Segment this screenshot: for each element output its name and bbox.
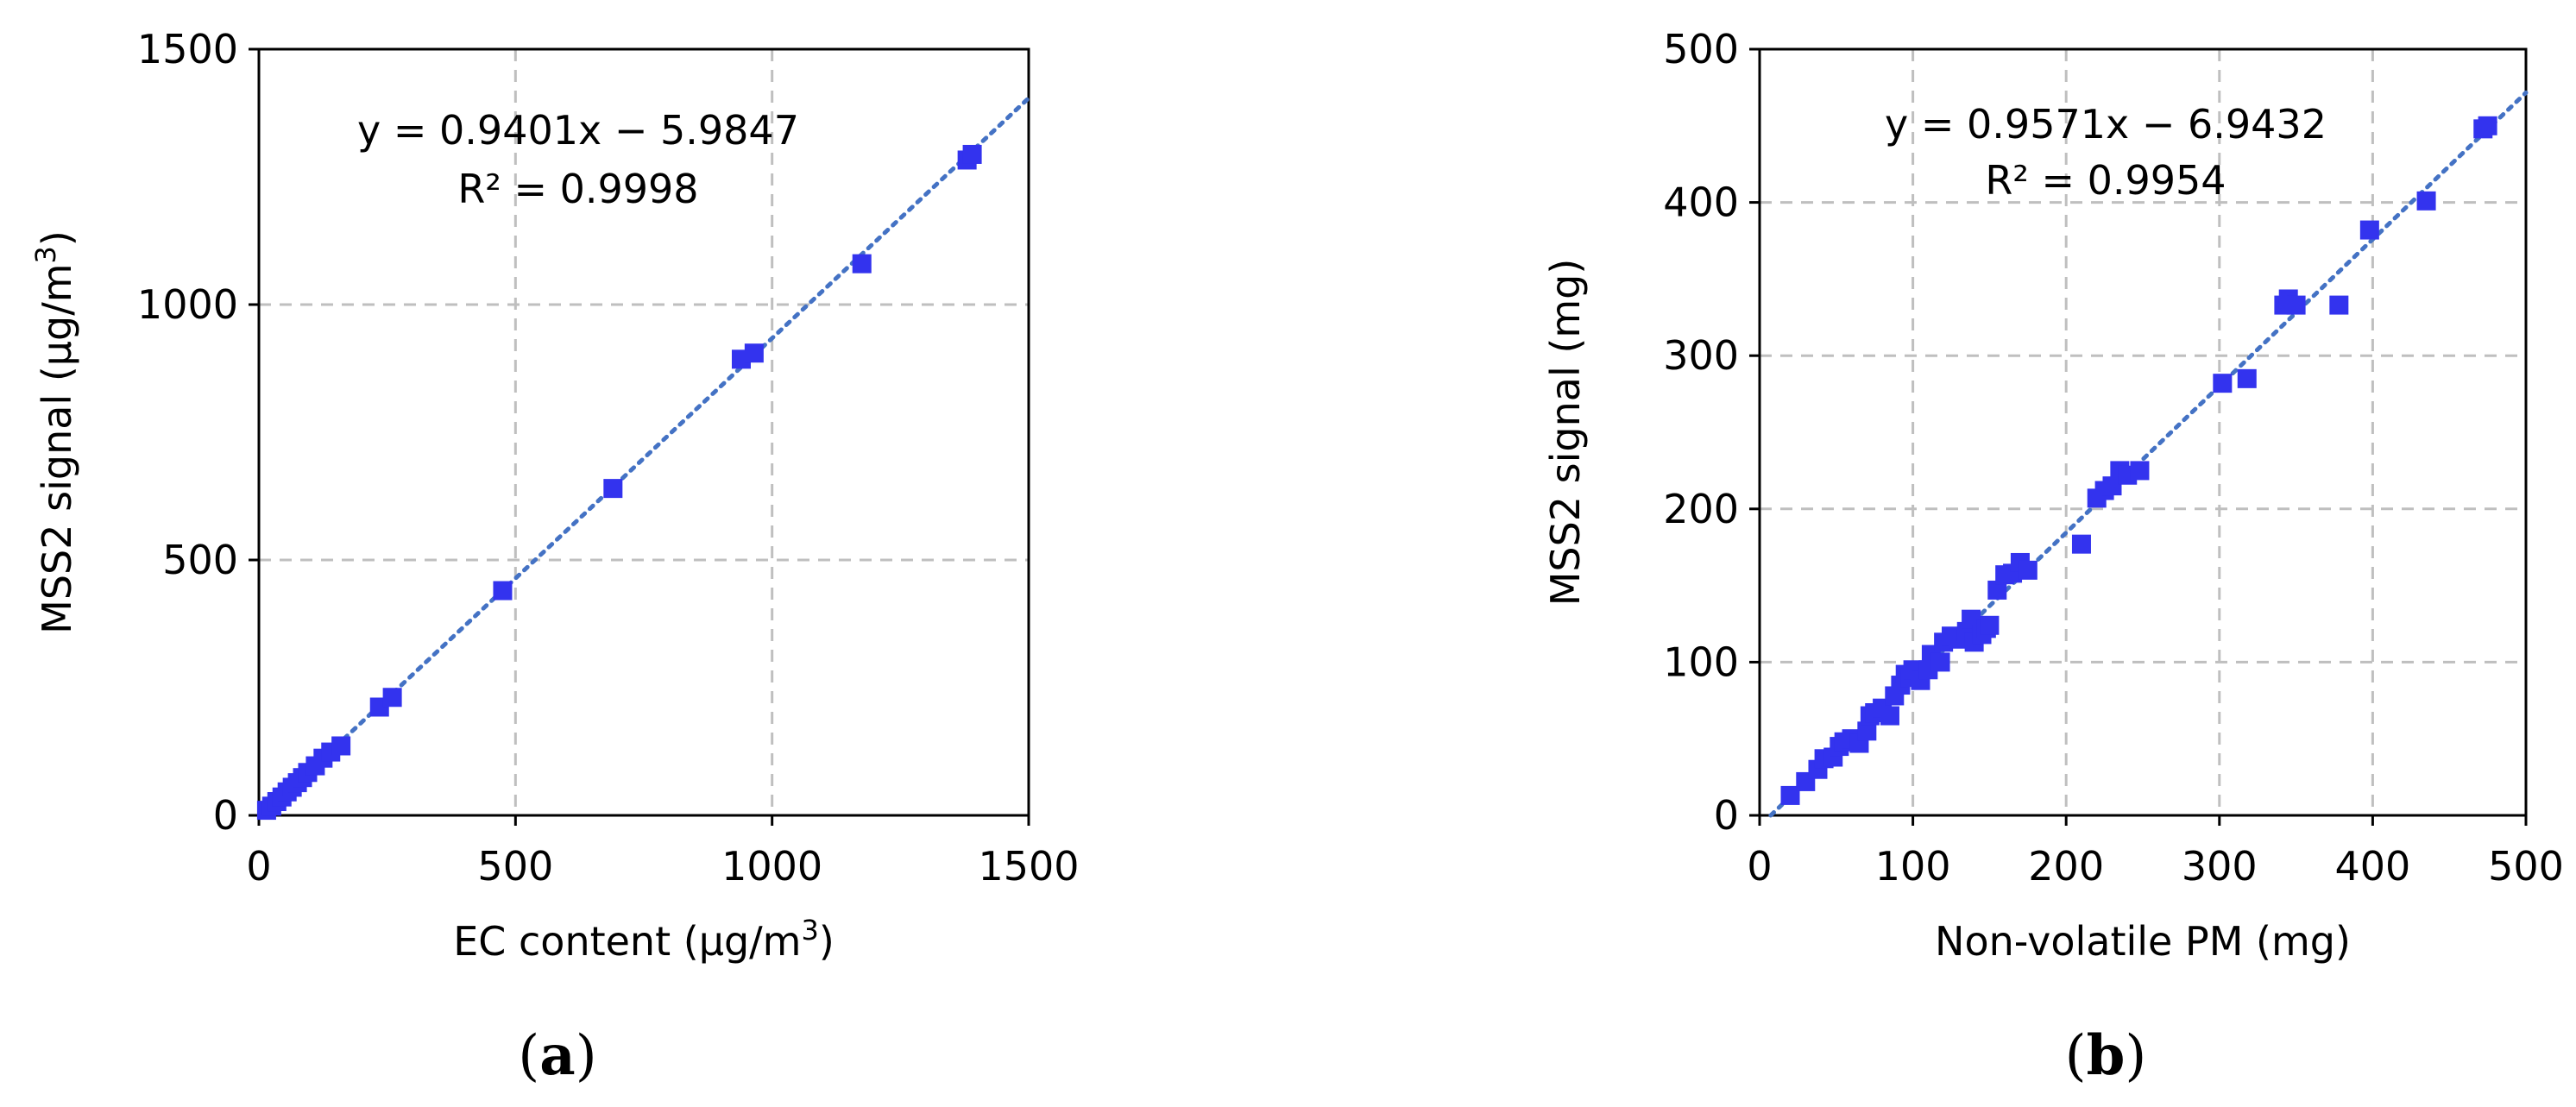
panel-label-close-paren: ) [576, 1024, 597, 1088]
data-point [1780, 785, 1800, 805]
data-points [1780, 116, 2497, 805]
y-tick-label: 0 [1714, 792, 1739, 839]
data-point [2286, 295, 2306, 315]
data-point [382, 688, 402, 708]
y-tick-label: 100 [1663, 638, 1739, 685]
y-tick-label: 300 [1663, 332, 1739, 379]
data-point [2130, 461, 2150, 481]
y-tick-label: 200 [1663, 486, 1739, 532]
y-axis-label-main: MSS2 signal (µg/m [34, 263, 80, 633]
data-point [1930, 652, 1950, 672]
data-point [962, 144, 982, 164]
panel-label-close-paren: ) [2125, 1024, 2146, 1088]
x-tick-label: 1000 [721, 843, 822, 890]
data-points [256, 144, 982, 821]
y-tick-label: 500 [1663, 26, 1739, 72]
panel-label-letter: a [539, 1023, 575, 1088]
y-tick-label: 400 [1663, 179, 1739, 226]
data-point [2478, 116, 2497, 135]
y-axis-label-main: MSS2 signal (mg) [1542, 259, 1589, 607]
x-tick-label: 0 [1747, 843, 1772, 890]
x-tick-label: 300 [2182, 843, 2258, 890]
x-tick-label: 400 [2334, 843, 2410, 890]
y-tick-label: 500 [162, 537, 238, 583]
data-point [2416, 191, 2436, 211]
data-point [1880, 706, 1899, 726]
data-point [2237, 368, 2257, 388]
y-tick-label: 1500 [137, 26, 238, 72]
x-tick-label: 500 [2488, 843, 2564, 890]
panel-label: (b) [2065, 1023, 2147, 1088]
y-axis-label-superscript: 3 [29, 246, 62, 263]
panel-label-open-paren: ( [518, 1024, 539, 1088]
x-tick-label: 0 [246, 843, 271, 890]
data-point [1857, 721, 1877, 741]
panel-label-letter: b [2087, 1023, 2126, 1088]
y-tick-label: 0 [213, 792, 238, 839]
y-tick-label: 1000 [137, 281, 238, 328]
data-point [2018, 560, 2037, 580]
data-point [331, 736, 351, 756]
trendline [260, 96, 1031, 818]
data-point [2213, 374, 2233, 393]
trendline-equation: y = 0.9571x − 6.9432 [1885, 101, 2327, 148]
data-point [1962, 609, 1981, 629]
y-axis-label: MSS2 signal (µg/m3) [29, 230, 80, 634]
x-axis-label: EC content (µg/m3) [453, 914, 835, 965]
x-axis-label-superscript: 3 [801, 914, 818, 947]
r-squared-label: R² = 0.9998 [457, 166, 698, 212]
chart-panel-b: 0 100 200 300 400 500 0 100 200 300 400 500 y = 0.95… [1542, 26, 2564, 1088]
x-tick-label: 200 [2028, 843, 2104, 890]
data-point [493, 581, 513, 601]
plot-frame [1758, 47, 2528, 817]
chart-panel-a: 0 500 1000 1500 0 500 1000 1500 y = 0.9401x − 5.… [29, 26, 1080, 1088]
x-tick-label: 1500 [978, 843, 1079, 890]
panel-label: (a) [518, 1023, 596, 1088]
y-axis-label: MSS2 signal (mg) [1542, 259, 1589, 607]
data-point [852, 254, 872, 274]
panel-label-open-paren: ( [2065, 1024, 2087, 1088]
data-point [1980, 615, 2000, 635]
x-tick-label: 500 [477, 843, 553, 890]
gridlines [1760, 49, 2526, 815]
plot-frame [257, 47, 1030, 817]
data-point [744, 343, 764, 363]
x-tick-label: 100 [1875, 843, 1951, 890]
x-axis-label-main: Non-volatile PM (mg) [1935, 918, 2351, 965]
data-point [2359, 220, 2379, 240]
data-point [2329, 295, 2349, 315]
r-squared-label: R² = 0.9954 [1985, 157, 2226, 204]
y-axis-label-tail: ) [34, 230, 80, 246]
data-point [2071, 534, 2091, 554]
x-axis-label-tail: ) [819, 918, 835, 965]
trendline-equation: y = 0.9401x − 5.9847 [357, 107, 799, 154]
x-axis-label-main: EC content (µg/m [453, 918, 801, 965]
gridlines [259, 49, 1029, 815]
x-axis-label: Non-volatile PM (mg) [1935, 918, 2351, 965]
data-point [2102, 476, 2122, 496]
data-point [603, 479, 623, 499]
data-point [1987, 580, 2007, 600]
